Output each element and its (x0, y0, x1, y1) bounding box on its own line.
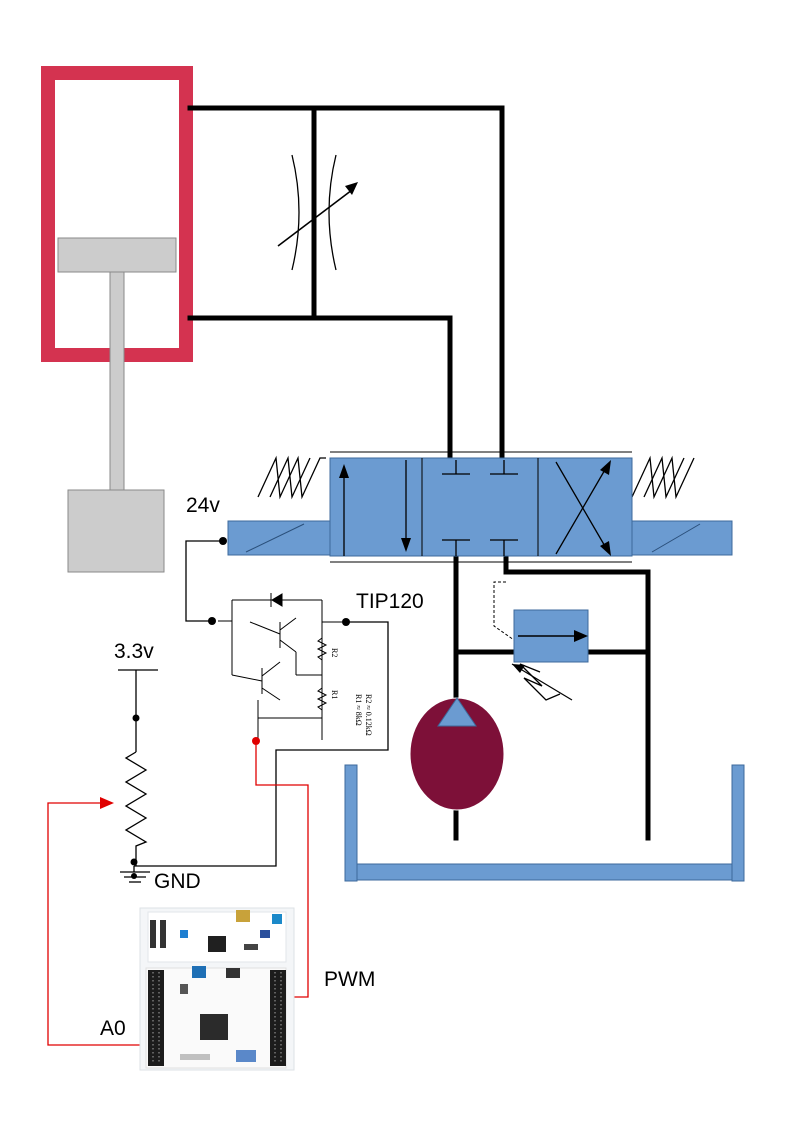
flow-control-valve (277, 154, 358, 271)
directional-valve (227, 451, 733, 563)
r1-label: R1 (330, 690, 339, 699)
pwm-pin-label: PWM (324, 968, 375, 991)
hydraulic-lines (187, 105, 651, 841)
analog-pin-label: A0 (100, 1017, 126, 1040)
hydraulic-pump (409, 697, 505, 811)
pressure-relief-valve (493, 581, 589, 701)
mcu-chip (200, 1014, 228, 1040)
solenoid-left (227, 520, 331, 556)
load-mass (67, 489, 165, 573)
transistor-label: TIP120 (356, 590, 424, 613)
solenoid-right (629, 520, 733, 556)
driver-circuit (134, 537, 389, 867)
r1-value-label: R1 ≈ 8kΩ (354, 694, 363, 726)
supply-voltage-label: 24v (186, 494, 220, 517)
ground-label: GND (154, 870, 201, 893)
nucleo-board (139, 907, 295, 1071)
hydraulic-cylinder (41, 66, 193, 573)
potentiometer-circuit (118, 669, 158, 883)
oil-tank (344, 764, 745, 882)
r2-value-label: R2 ≈ 0.12kΩ (364, 694, 373, 736)
left-header (148, 970, 164, 1066)
logic-voltage-label: 3.3v (114, 640, 154, 663)
tip120-schematic (218, 593, 342, 742)
right-header (270, 970, 286, 1066)
r2-label: R2 (330, 648, 339, 657)
